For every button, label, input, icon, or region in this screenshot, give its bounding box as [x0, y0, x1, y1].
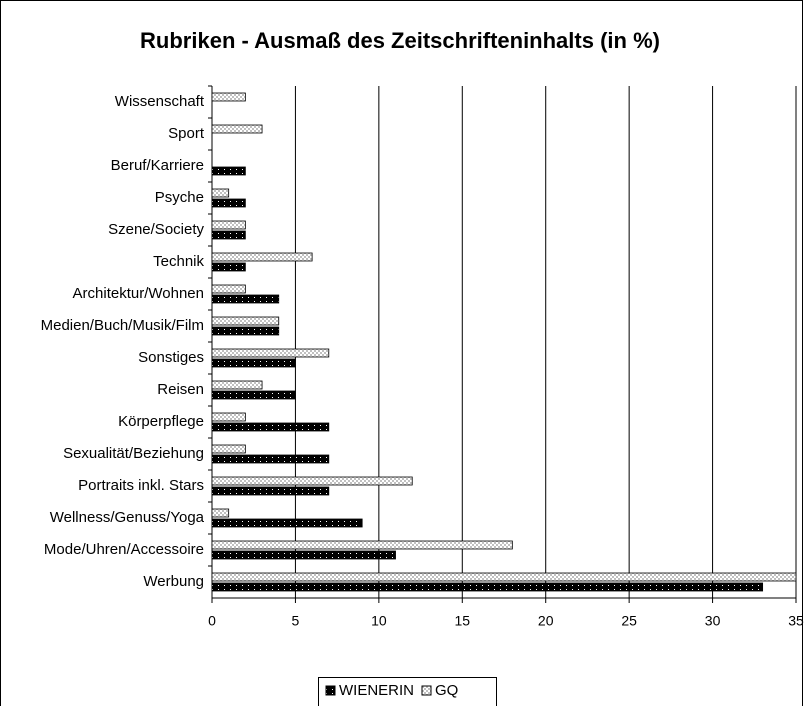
y-tick-label: Reisen — [157, 381, 204, 398]
bar — [211, 518, 363, 528]
bar — [211, 348, 330, 358]
bar — [211, 412, 246, 422]
bar — [211, 284, 246, 294]
y-tick-label: Wissenschaft — [115, 93, 205, 110]
bar — [211, 444, 246, 454]
x-tick-label: 25 — [621, 613, 637, 629]
bar — [211, 358, 296, 368]
bar — [211, 380, 263, 390]
bar — [211, 198, 246, 208]
y-tick-label: Portraits inkl. Stars — [78, 477, 204, 494]
x-tick-label: 5 — [292, 613, 300, 629]
y-tick-label: Beruf/Karriere — [111, 157, 204, 174]
y-tick-label: Wellness/Genuss/Yoga — [50, 509, 205, 526]
bar — [211, 230, 246, 240]
bar — [211, 582, 764, 592]
y-tick-label: Körperpflege — [118, 413, 204, 430]
bar — [211, 454, 330, 464]
y-tick-label: Szene/Society — [108, 221, 204, 238]
legend-label: GQ — [435, 682, 458, 699]
x-tick-label: 30 — [705, 613, 721, 629]
bar — [211, 508, 230, 518]
legend-swatch — [325, 685, 336, 696]
y-tick-label: Werbung — [143, 573, 204, 590]
bar — [211, 252, 313, 262]
y-tick-label: Sexualität/Beziehung — [63, 445, 204, 462]
legend-swatch — [421, 685, 432, 696]
y-tick-label: Technik — [153, 253, 204, 270]
bar — [211, 166, 246, 176]
bar — [211, 262, 246, 272]
legend-box — [318, 677, 497, 706]
x-tick-label: 20 — [538, 613, 554, 629]
y-tick-label: Mode/Uhren/Accessoire — [44, 541, 204, 558]
y-tick-label: Architektur/Wohnen — [73, 285, 204, 302]
y-tick-label: Sonstiges — [138, 349, 204, 366]
bar — [211, 390, 296, 400]
bar — [211, 476, 413, 486]
x-tick-label: 0 — [208, 613, 216, 629]
bar — [211, 326, 280, 336]
bar — [211, 486, 330, 496]
bar — [211, 540, 513, 550]
x-tick-label: 10 — [371, 613, 387, 629]
chart-title: Rubriken - Ausmaß des Zeitschrifteninhal… — [140, 28, 660, 53]
bar — [211, 572, 797, 582]
x-tick-label: 35 — [788, 613, 804, 629]
bar — [211, 220, 246, 230]
bar — [211, 124, 263, 134]
bar — [211, 294, 280, 304]
y-tick-label: Sport — [168, 125, 205, 142]
y-tick-label: Psyche — [155, 189, 204, 206]
y-tick-label: Medien/Buch/Musik/Film — [41, 317, 204, 334]
bar — [211, 188, 230, 198]
x-tick-label: 15 — [454, 613, 470, 629]
legend-label: WIENERIN — [339, 682, 414, 699]
bar — [211, 550, 396, 560]
bar — [211, 316, 280, 326]
bar — [211, 92, 246, 102]
bar — [211, 422, 330, 432]
